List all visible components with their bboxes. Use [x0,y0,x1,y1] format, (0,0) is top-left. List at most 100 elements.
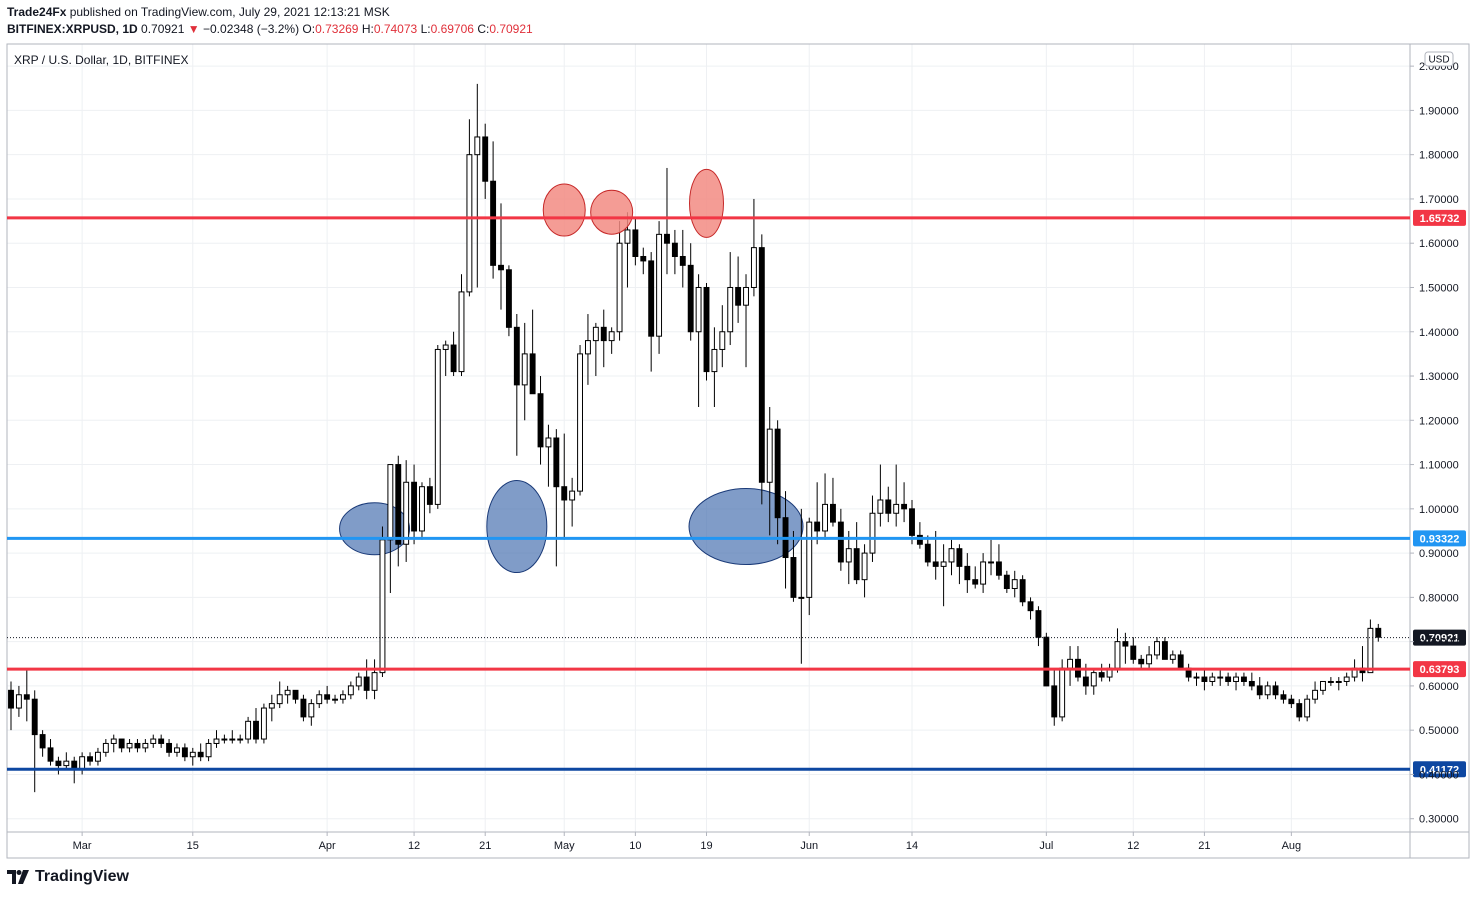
author-name[interactable]: Trade24Fx [7,5,67,19]
candle [411,464,418,545]
candle-body-down [253,720,259,740]
candle [703,283,710,381]
candle [901,482,908,523]
candle [1043,632,1050,687]
candle-body-down [1240,676,1247,682]
candle [513,314,520,456]
candle [189,747,196,766]
candle [174,743,180,757]
price-tick-label: 0.50000 [1419,725,1459,737]
change-arrow-icon: ▼ [187,22,200,36]
candle-body-up [1367,627,1374,674]
candle-body-up [695,286,702,333]
candle-body-down [1161,641,1168,660]
candle [1256,677,1263,700]
candle-body-down [498,264,504,271]
candle [806,517,813,616]
candle [853,522,860,585]
highlight-zone-blue [486,480,548,574]
candle-body-down [901,503,908,510]
candle-body-down [1051,685,1058,718]
candle [339,690,346,704]
candle-body-up [371,672,378,691]
time-tick-label: Jun [800,840,818,852]
candle [1106,663,1113,682]
candle-body-up [442,344,449,350]
candle-body-up [727,286,734,333]
candle [355,672,362,691]
candle [940,544,947,607]
candle [893,464,900,527]
open-value: 0.73269 [315,22,359,36]
candle [569,477,576,527]
candle [608,327,615,354]
candle [1146,646,1153,669]
candle [648,252,655,372]
candle-body-up [355,676,362,687]
candle-body-down [300,698,307,718]
candle [1019,575,1026,607]
candle [948,539,955,576]
candle-body-down [561,486,568,501]
time-tick-label: May [554,840,575,852]
candle [15,685,22,717]
candle-body-up [1320,680,1326,691]
close-label: C: [477,22,490,36]
candle-body-down [197,751,204,758]
candle [1225,672,1232,686]
tradingview-logo-icon [7,870,29,884]
candle [1233,672,1239,691]
candle [87,752,93,766]
candle-body-up [1154,641,1160,656]
candle-body-up [102,742,109,753]
candle [687,243,694,341]
candle [1335,677,1342,691]
candle [1169,650,1176,664]
candle-body-up [15,694,22,709]
horizontal-levels[interactable]: 1.65732 0.93322 0.63793 0.41172 0.70921 [7,209,1466,778]
candle [584,314,591,385]
candle [711,327,718,408]
candle-body-up [1209,676,1216,682]
candle-body-up [988,561,994,564]
candle [94,747,101,766]
candle [442,340,449,377]
candle [964,553,971,593]
candle [885,486,892,523]
candle-body-up [569,490,576,501]
candle-body-up [1264,685,1271,696]
candle-body-up [150,738,157,744]
time-axis[interactable]: Mar 15 Apr 12 21 May 10 19 Jun 14 Jul 12 21 Aug [73,832,1301,852]
candle-body-down [956,548,963,567]
candle [166,739,173,757]
candle-body-down [363,676,370,691]
candle-body-up [403,481,410,545]
candle [110,734,117,753]
candle [466,119,473,297]
candle [450,331,457,377]
last-price-label: 0.70921 [1420,633,1460,645]
candle [695,274,702,408]
candle [561,433,568,540]
symbol-name[interactable]: BITFINEX:XRPUSD, 1D [7,22,138,36]
tradingview-brand[interactable]: TradingView [7,868,129,886]
candle-body-up [213,738,220,744]
candle [1248,672,1255,691]
candle [790,530,797,602]
candle-body-down [166,742,173,753]
candle [474,83,481,288]
candle [276,681,283,709]
candle-body-up [1304,698,1311,718]
candle-body-up [1217,676,1224,679]
ohlc-bar: BITFINEX:XRPUSD, 1D 0.70921 ▼ −0.02348 (… [7,22,533,36]
currency-badge[interactable]: USD [1424,51,1454,67]
candle [814,482,821,545]
candle-body-down [735,286,742,306]
price-axis[interactable]: 0.30000 0.40000 0.50000 0.60000 0.70000 0.800… [1410,61,1459,826]
candle-body-up [1011,579,1018,590]
candle-body-down [1035,610,1042,638]
time-tick-label: 14 [906,840,918,852]
candle [55,756,62,775]
candle-body-up [1114,641,1121,669]
